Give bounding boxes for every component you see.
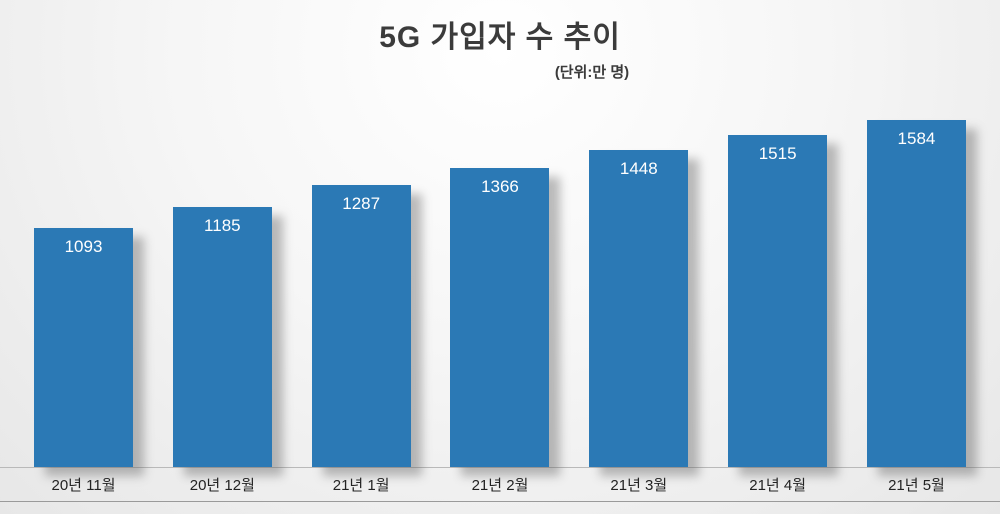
bar: 1093 — [34, 228, 133, 467]
x-axis-label: 20년 11월 — [51, 477, 116, 494]
x-axis-label: 20년 12월 — [189, 477, 255, 494]
x-axis-label: 21년 1월 — [332, 477, 390, 494]
bar-value-label: 1287 — [342, 194, 381, 213]
x-axis-label: 21년 2월 — [471, 477, 529, 494]
chart-title: 5G 가입자 수 추이 — [379, 21, 621, 54]
x-axis: 20년 11월 20년 12월 21년 1월 21년 2월 21년 3월 21년 4월 21… — [0, 468, 1000, 502]
chart-subtitle: (단위:만 명) — [554, 64, 630, 81]
plot-area: 1093 1185 1287 1366 1448 1515 1584 — [0, 96, 1000, 468]
bar: 1287 — [311, 185, 411, 467]
bar-value-label: 1584 — [897, 129, 936, 148]
bar-value-label: 1366 — [481, 177, 519, 196]
x-axis-label: 21년 4월 — [749, 477, 807, 494]
bar: 1584 — [866, 120, 966, 467]
x-axis-label: 21년 5월 — [888, 477, 945, 494]
bar: 1185 — [172, 207, 272, 467]
bar: 1366 — [450, 168, 550, 467]
bar-value-label: 1093 — [64, 237, 103, 256]
bar-value-label: 1185 — [204, 216, 241, 235]
bar: 1448 — [589, 150, 689, 467]
bar: 1515 — [728, 135, 828, 467]
bar-value-label: 1448 — [619, 159, 658, 178]
bar-value-label: 1515 — [758, 144, 797, 163]
x-axis-label: 21년 3월 — [610, 477, 668, 494]
